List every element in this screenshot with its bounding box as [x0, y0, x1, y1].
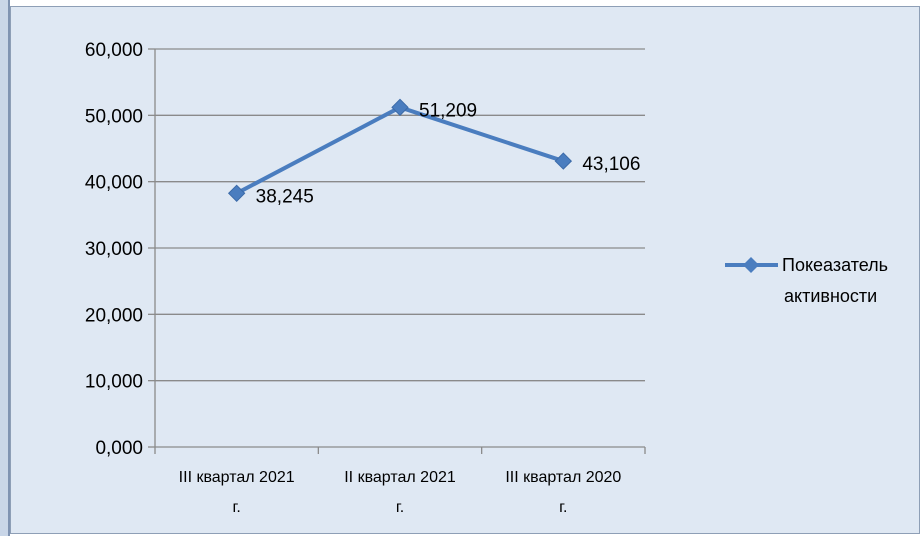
data-point-marker: [227, 184, 246, 203]
legend-marker: [743, 257, 759, 273]
series-line: [235, 105, 564, 196]
data-labels: 38,245 51,209 43,106: [256, 100, 641, 207]
x-tick-label: г.: [559, 499, 567, 516]
axes: [148, 48, 646, 454]
x-tick-label: г.: [396, 499, 404, 516]
x-tick-label: II квартал 2021: [344, 469, 456, 486]
data-point-marker: [391, 98, 409, 117]
x-axis-tick-labels: III квартал 2021 г. II квартал 2021 г. III к…: [179, 469, 622, 516]
legend: Покеазатель активности: [725, 255, 888, 306]
data-label: 43,106: [582, 154, 640, 175]
y-tick-label: 0,000: [95, 438, 143, 459]
chart-area: [10, 6, 920, 534]
data-point-marker: [554, 152, 573, 170]
y-tick-label: 40,000: [85, 173, 143, 194]
data-label: 38,245: [256, 186, 314, 207]
legend-label: Покеазатель: [782, 255, 888, 275]
y-tick-label: 10,000: [85, 372, 143, 393]
x-tick-label: III квартал 2021: [179, 469, 295, 486]
series-plot: [227, 98, 573, 203]
y-axis-tick-labels: 0,000 10,000 20,000 30,000 40,000 50,000 60,00…: [85, 40, 143, 459]
left-border-strip: [0, 0, 10, 536]
y-tick-label: 60,000: [85, 40, 143, 61]
x-tick-label: г.: [233, 499, 241, 516]
x-tick-label: III квартал 2020: [505, 469, 621, 486]
y-tick-label: 20,000: [85, 305, 143, 326]
data-label: 51,209: [419, 100, 477, 121]
y-tick-label: 30,000: [85, 239, 143, 260]
y-tick-label: 50,000: [85, 106, 143, 127]
legend-label: активности: [784, 286, 877, 306]
gridlines: [155, 48, 645, 382]
